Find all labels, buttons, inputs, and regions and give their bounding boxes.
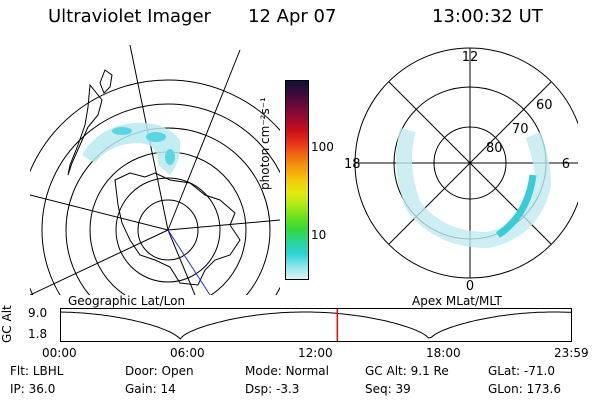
instrument-title: Ultraviolet Imager <box>48 6 211 27</box>
mlt-label-12: 12 <box>462 50 479 65</box>
info-gain: Gain: 14 <box>125 382 176 396</box>
info-seq: Seq: 39 <box>365 382 411 396</box>
timeline-ytick-1-8: 1.8 <box>28 327 48 341</box>
timeline-xtick-0000: 00:00 <box>42 346 77 360</box>
apex-label: Apex MLat/MLT <box>412 294 502 308</box>
mlt-label-0: 0 <box>466 279 474 290</box>
geographic-map <box>30 45 280 295</box>
lat-label-60: 60 <box>536 98 553 113</box>
info-glat: GLat: -71.0 <box>488 364 555 378</box>
mlt-label-18: 18 <box>344 157 361 172</box>
timeline-ytick-9: 9.0 <box>28 306 48 320</box>
colorbar <box>285 80 309 280</box>
info-ip: IP: 36.0 <box>10 382 56 396</box>
timeline-xtick-1200: 12:00 <box>298 346 333 360</box>
timeline-xtick-2359: 23:59 <box>554 346 589 360</box>
info-dsp: Dsp: -3.3 <box>245 382 300 396</box>
mlt-label-6: 6 <box>562 157 570 172</box>
colorbar-tick-10: 10 <box>311 228 327 242</box>
info-filter: Flt: LBHL <box>10 364 64 378</box>
info-mode: Mode: Normal <box>245 364 329 378</box>
geographic-label: Geographic Lat/Lon <box>68 294 186 308</box>
timeline-ylabel: GC Alt <box>0 305 14 343</box>
altitude-timeline <box>60 308 572 342</box>
lat-label-80: 80 <box>486 141 503 156</box>
timeline-xtick-0600: 06:00 <box>170 346 205 360</box>
apex-polar-plot: 12 18 6 0 60 70 80 <box>344 47 578 290</box>
time-label: 13:00:32 UT <box>432 6 543 27</box>
info-gc-alt: GC Alt: 9.1 Re <box>365 364 449 378</box>
timeline-xtick-1800: 18:00 <box>426 346 461 360</box>
info-door: Door: Open <box>125 364 194 378</box>
date-label: 12 Apr 07 <box>248 6 337 27</box>
lat-label-70: 70 <box>512 122 529 137</box>
info-glon: GLon: 173.6 <box>488 382 561 396</box>
colorbar-tick-100: 100 <box>311 140 334 154</box>
colorbar-unit-label: photon cm⁻²s⁻¹ <box>258 97 272 190</box>
